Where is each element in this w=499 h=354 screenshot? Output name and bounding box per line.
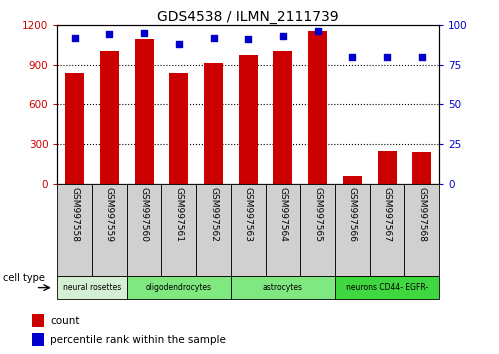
Text: percentile rank within the sample: percentile rank within the sample	[50, 335, 226, 345]
Text: GSM997567: GSM997567	[383, 187, 392, 242]
Bar	[335, 276, 439, 299]
Text: GSM997558: GSM997558	[70, 187, 79, 242]
Point	[140, 30, 148, 36]
Text: GSM997560: GSM997560	[140, 187, 149, 242]
Bar	[32, 314, 44, 327]
Bar	[335, 184, 370, 276]
Bar	[127, 276, 231, 299]
Bar	[57, 184, 92, 276]
Bar	[308, 32, 327, 184]
Title: GDS4538 / ILMN_2111739: GDS4538 / ILMN_2111739	[158, 10, 339, 24]
Bar	[231, 184, 265, 276]
Bar	[162, 184, 196, 276]
Text: oligodendrocytes: oligodendrocytes	[146, 283, 212, 292]
Bar	[92, 184, 127, 276]
Bar	[169, 73, 189, 184]
Bar	[378, 151, 397, 184]
Bar	[273, 51, 292, 184]
Point	[383, 54, 391, 59]
Point	[175, 41, 183, 47]
Text: neurons CD44- EGFR-: neurons CD44- EGFR-	[346, 283, 428, 292]
Text: GSM997562: GSM997562	[209, 187, 218, 242]
Bar	[135, 39, 154, 184]
Text: GSM997565: GSM997565	[313, 187, 322, 242]
Bar	[127, 184, 162, 276]
Text: neural rosettes: neural rosettes	[63, 283, 121, 292]
Text: astrocytes: astrocytes	[263, 283, 303, 292]
Point	[348, 54, 356, 59]
Bar	[204, 63, 223, 184]
Text: count: count	[50, 316, 80, 326]
Text: GSM997568: GSM997568	[417, 187, 426, 242]
Bar	[404, 184, 439, 276]
Point	[314, 28, 322, 34]
Text: GSM997561: GSM997561	[174, 187, 183, 242]
Point	[210, 35, 218, 40]
Point	[279, 33, 287, 39]
Bar	[370, 184, 404, 276]
Bar	[239, 55, 258, 184]
Point	[418, 54, 426, 59]
Text: GSM997566: GSM997566	[348, 187, 357, 242]
Bar	[412, 152, 431, 184]
Text: GSM997564: GSM997564	[278, 187, 287, 242]
Bar	[196, 184, 231, 276]
Text: cell type: cell type	[3, 273, 44, 283]
Point	[244, 36, 252, 42]
Bar	[57, 276, 127, 299]
Bar	[65, 73, 84, 184]
Text: GSM997559: GSM997559	[105, 187, 114, 242]
Bar	[100, 51, 119, 184]
Text: GSM997563: GSM997563	[244, 187, 253, 242]
Bar	[265, 184, 300, 276]
Point	[71, 35, 79, 40]
Bar	[32, 333, 44, 346]
Bar	[231, 276, 335, 299]
Point	[105, 32, 113, 37]
Bar	[300, 184, 335, 276]
Bar	[343, 176, 362, 184]
